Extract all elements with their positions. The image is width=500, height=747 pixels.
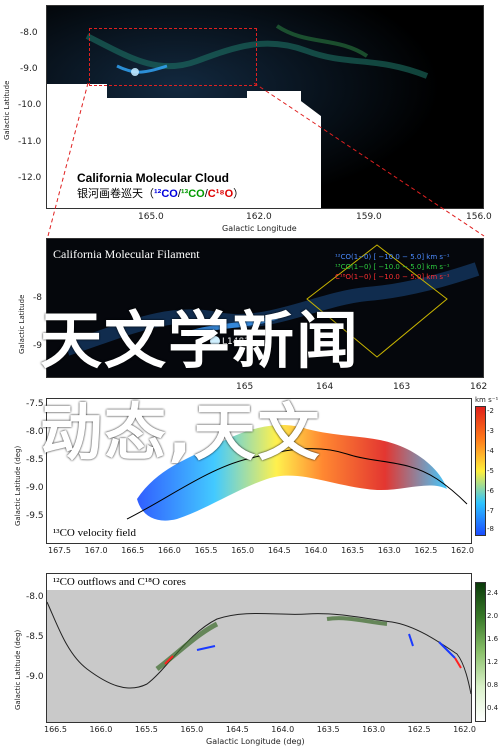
cloud-ytick: -11.0 [18, 137, 42, 147]
panel-velocity-field: ¹³CO velocity field km s⁻¹ -2 -3 -4 -5 -… [0, 396, 500, 556]
velocity-xtick: 167.5 [48, 546, 71, 555]
outflow-cb-tick: 1.2 [487, 658, 499, 666]
l1482-label: L1482 [222, 337, 250, 347]
velocity-cb-tick: -7 [487, 507, 494, 515]
outflow-xtick: 166.0 [89, 725, 113, 734]
filament-xtick: 165 [236, 382, 254, 392]
outflow-title: ¹²CO outflows and C¹⁸O cores [53, 576, 186, 588]
legend-13co: ¹³CO(1−0) [ −10.0 − 5.0] km s⁻¹ [335, 263, 450, 271]
velocity-xtick: 167.0 [84, 546, 108, 555]
cloud-ylabel: Galactic Latitude [3, 80, 11, 140]
outflow-xtick: 165.0 [180, 725, 204, 734]
cloud-xtick: 162.0 [246, 212, 272, 222]
filament-ylabel: Galactic Latitude [18, 294, 26, 354]
velocity-cb-tick: -3 [487, 427, 494, 435]
filament-map-image [64, 244, 480, 358]
outflow-xtick: 162.5 [407, 725, 431, 734]
outflow-colorbar [475, 582, 486, 722]
velocity-ytick: -7.5 [26, 399, 44, 409]
velocity-ytick: -8.5 [26, 455, 44, 465]
outflow-xtick: 165.5 [134, 725, 158, 734]
outflow-xtick: 164.5 [225, 725, 249, 734]
filament-ytick: -9 [33, 341, 42, 351]
velocity-ytick: -9.0 [26, 483, 44, 493]
velocity-ylabel: Galactic Latitude (deg) [14, 445, 22, 526]
velocity-xtick: 163.0 [377, 546, 401, 555]
cloud-xtick: 156.0 [466, 212, 492, 222]
outflow-cb-tick: 2.4 [487, 589, 499, 597]
panel-cloud-overview: California Molecular Cloud 银河画卷巡天（¹²CO/¹… [0, 0, 500, 233]
velocity-cb-tick: -6 [487, 487, 494, 495]
outflow-cb-tick: 2.0 [487, 612, 499, 620]
outflow-cb-tick: 0.8 [487, 681, 499, 689]
panel-filament: California Molecular Filament ¹²CO(1−0) … [0, 236, 500, 392]
overlay-headline-line1: 天文学新闻 [40, 304, 361, 377]
filament-ytick: -8 [33, 293, 42, 303]
velocity-xtick: 162.5 [414, 546, 438, 555]
outflow-map-image [47, 574, 471, 695]
velocity-xtick: 166.5 [121, 546, 145, 555]
filament-xtick: 162 [470, 382, 488, 392]
filament-xtick: 164 [316, 382, 334, 392]
panel-outflows: ¹²CO outflows and C¹⁸O cores 2.4 2.0 1.6… [0, 560, 500, 747]
velocity-xtick: 165.5 [194, 546, 218, 555]
velocity-ytick: -8.0 [26, 427, 44, 437]
velocity-xtick: 162.0 [451, 546, 474, 555]
velocity-cb-tick: -8 [487, 525, 494, 533]
velocity-cb-unit: km s⁻¹ [475, 396, 499, 404]
outflow-ytick: -8.0 [26, 592, 44, 602]
velocity-title: ¹³CO velocity field [53, 527, 136, 539]
legend-12co: ¹²CO(1−0) [ −10.0 − 5.0] km s⁻¹ [335, 253, 450, 261]
zoom-region-box [89, 28, 257, 86]
outflow-ytick: -9.0 [26, 672, 44, 682]
outflow-xtick: 166.5 [44, 725, 67, 734]
cloud-xlabel: Galactic Longitude [222, 224, 297, 233]
filament-title: California Molecular Filament [53, 247, 200, 261]
outflow-cb-tick: 0.4 [487, 704, 499, 712]
filament-xtick: 163 [393, 382, 411, 392]
cloud-xtick: 165.0 [138, 212, 164, 222]
cloud-title: California Molecular Cloud [77, 171, 230, 185]
cloud-ytick: -12.0 [18, 173, 42, 183]
cloud-ytick: -8.0 [20, 28, 38, 38]
velocity-cb-tick: -4 [487, 447, 494, 455]
filament-map-frame: California Molecular Filament ¹²CO(1−0) … [46, 238, 484, 378]
velocity-xtick: 164.0 [304, 546, 328, 555]
cloud-ytick: -9.0 [20, 64, 38, 74]
velocity-xtick: 165.0 [231, 546, 255, 555]
outflow-xtick: 163.5 [316, 725, 340, 734]
velocity-cb-tick: -2 [487, 407, 494, 415]
velocity-ytick: -9.5 [26, 511, 44, 521]
outflow-map-frame: ¹²CO outflows and C¹⁸O cores [46, 573, 472, 723]
velocity-cb-tick: -5 [487, 467, 494, 475]
cloud-ytick: -10.0 [18, 100, 42, 110]
velocity-xticks: 167.5 167.0 166.5 166.0 165.5 165.0 164.… [48, 547, 474, 555]
velocity-colorbar [475, 406, 486, 536]
overlay-headline-line2: 动态,天文 [40, 396, 322, 469]
outflow-xtick: 162.0 [453, 725, 476, 734]
cloud-subtitle: 银河画卷巡天（¹²CO/¹³CO/C¹⁸O） [77, 188, 245, 200]
outflow-ylabel: Galactic Latitude (deg) [14, 629, 22, 710]
outflow-xlabel: Galactic Longitude (deg) [206, 737, 305, 746]
velocity-xtick: 164.5 [267, 546, 291, 555]
legend-c18o: C¹⁸O(1−0) [ −10.0 − 5.0] km s⁻¹ [335, 273, 450, 281]
outflow-ytick: -8.5 [26, 632, 44, 642]
outflow-xticks: 166.5 166.0 165.5 165.0 164.5 164.0 163.… [44, 726, 476, 734]
velocity-map-image [126, 424, 468, 521]
cloud-xtick: 159.0 [356, 212, 382, 222]
cloud-map-frame: California Molecular Cloud 银河画卷巡天（¹²CO/¹… [46, 5, 484, 209]
velocity-map-frame: ¹³CO velocity field [46, 398, 472, 544]
outflow-xtick: 164.0 [271, 725, 295, 734]
velocity-xtick: 166.0 [157, 546, 181, 555]
outflow-cb-tick: 1.6 [487, 635, 499, 643]
outflow-xtick: 163.0 [362, 725, 386, 734]
velocity-xtick: 163.5 [341, 546, 365, 555]
